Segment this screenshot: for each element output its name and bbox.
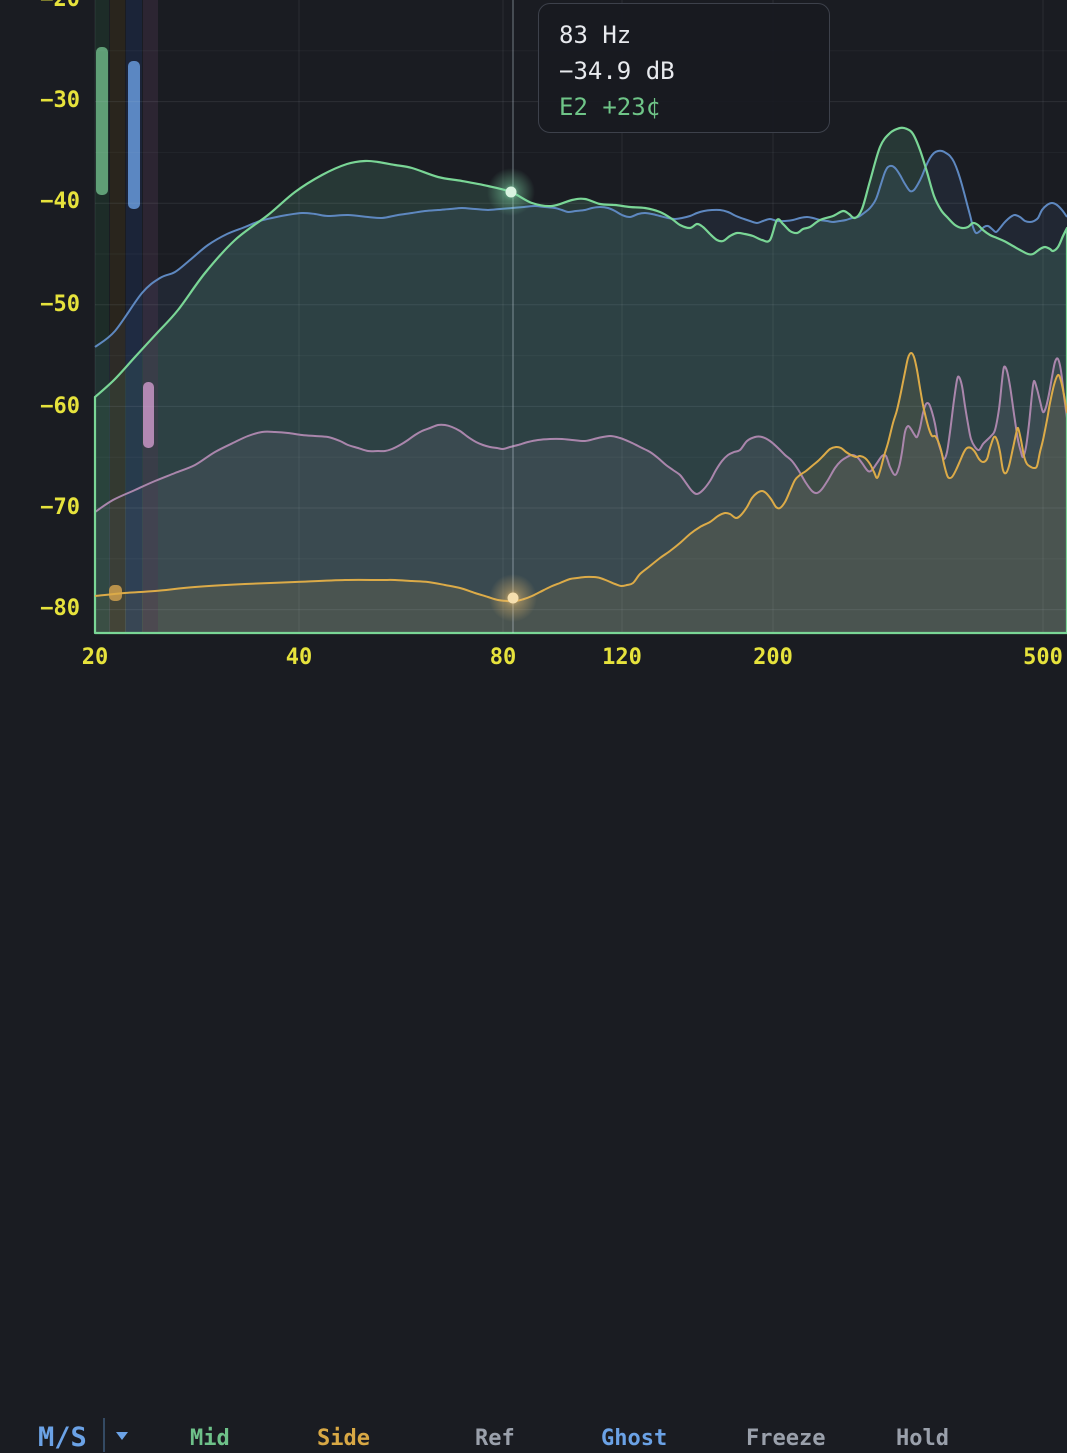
y-axis-label: −70: [40, 495, 80, 520]
series-mid-line: [93, 126, 1067, 635]
series-ghost-fill: [95, 150, 1067, 633]
meter-bars: [96, 47, 154, 601]
y-axis-label: −80: [40, 596, 80, 621]
cursor-dot-side: [507, 592, 519, 604]
grid: [94, 0, 1067, 633]
channel-toolbar: M/S Mid Side Ref Ghost Freeze Hold: [0, 700, 1067, 1453]
series-ref-fill: [95, 358, 1067, 633]
tooltip-frequency: 83 Hz: [559, 21, 632, 49]
channel-mode-selector[interactable]: M/S: [38, 1422, 87, 1453]
toolbar-item-ref[interactable]: Ref: [475, 1426, 515, 1451]
series-side-fill: [95, 352, 1067, 633]
spectrum-plot[interactable]: [0, 0, 1067, 760]
y-axis-label: −60: [40, 394, 80, 419]
toolbar-item-hold[interactable]: Hold: [896, 1426, 949, 1451]
toolbar-divider: [103, 1418, 105, 1452]
ghost-meter: [128, 61, 140, 209]
series-fills: [95, 127, 1067, 633]
y-axis-label: −50: [40, 292, 80, 317]
toolbar-item-freeze[interactable]: Freeze: [746, 1426, 826, 1451]
mid-meter: [96, 47, 108, 195]
series-ref-line: [94, 357, 1067, 513]
y-axis-label: −40: [40, 189, 80, 214]
x-axis-label: 500: [1023, 645, 1063, 670]
series-mid-fill: [95, 127, 1067, 633]
ref-meter: [143, 382, 154, 448]
tooltip-level: −34.9 dB: [559, 57, 675, 85]
x-axis-label: 20: [81, 645, 109, 670]
series-side-line: [94, 351, 1067, 603]
series-lines: [93, 126, 1067, 635]
toolbar-item-side[interactable]: Side: [317, 1426, 370, 1451]
x-axis-label: 40: [285, 645, 313, 670]
cursor-tooltip: 83 Hz −34.9 dB E2 +23¢: [538, 3, 830, 133]
toolbar-item-ghost[interactable]: Ghost: [601, 1426, 668, 1451]
toolbar-item-mid[interactable]: Mid: [190, 1426, 230, 1451]
chevron-down-icon[interactable]: [116, 1432, 128, 1440]
x-axis-label: 120: [602, 645, 642, 670]
tooltip-note: E2 +23¢: [559, 93, 661, 121]
y-axis-label: −20: [10, 0, 80, 13]
y-axis-label: −30: [40, 88, 80, 113]
x-axis-label: 80: [489, 645, 517, 670]
cursor-dot-mid: [505, 186, 517, 198]
x-axis-label: 200: [753, 645, 793, 670]
